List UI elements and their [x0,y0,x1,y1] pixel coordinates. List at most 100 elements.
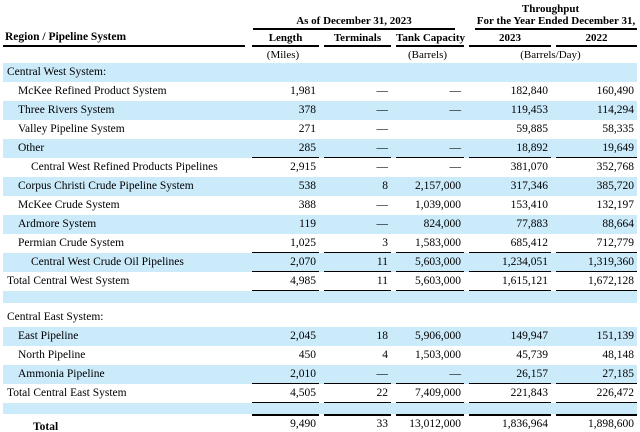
cell-value: 48,148 [602,349,634,361]
table-row: Valley Pipeline System 271 — 59,885 58,335 [3,120,637,139]
row-label: Other [18,142,45,154]
cell-value: 18,892 [469,139,551,158]
spacer-row [3,403,637,414]
cell-value: 1,583,000 [396,234,464,253]
cell-value: 5,603,000 [396,253,464,272]
cell-value: — [376,85,389,97]
row-label: Central West Refined Products Pipelines [31,161,218,173]
row-label: McKee Refined Product System [18,85,167,97]
table-row: East Pipeline 2,045 18 5,906,000 149,947 151,… [3,327,637,346]
table-row: Total Central West System 4,985 11 5,603,00… [3,272,637,291]
table-row: McKee Crude System 388 — 1,039,000 153,410 13… [3,196,637,215]
cell-value: 538 [298,180,316,192]
cell-value: 27,185 [556,365,637,384]
header-row-groups: As of December 31, 2023 For the Year End… [3,15,637,30]
cell-value: — [449,161,462,173]
barrels-unit-label: (Barrels) [407,49,448,61]
section-header-row: Central West System: [3,63,637,82]
table-row: Ardmore System 119 — 824,000 77,883 88,664 [3,215,637,234]
throughput-title: Throughput [521,3,580,15]
spacer-row [3,291,637,303]
cell-value: 1,234,051 [469,253,551,272]
cell-value: 119 [299,218,316,230]
cell-value: 4,985 [252,272,319,291]
cell-value: 160,490 [596,85,634,97]
pipeline-statistics-table: Throughput As of December 31, 2023 For t… [3,1,637,432]
table-row: Corpus Christi Crude Pipeline System 538 8… [3,177,637,196]
row-label: Ardmore System [18,218,97,230]
table-row: Other 285 — — 18,892 19,649 [3,139,637,158]
row-label: Valley Pipeline System [18,123,125,135]
table-row: Total Central East System 4,505 22 7,409,00… [3,384,637,403]
cell-value: 1,672,128 [556,272,637,291]
row-label: Total Central East System [7,387,127,399]
cell-value: — [324,139,391,158]
cell-value: 59,885 [516,123,548,135]
section-label: Central East System: [7,311,104,323]
cell-value: 712,779 [556,234,637,253]
cell-value: — [324,365,391,384]
cell-value: 8 [382,180,388,192]
cell-value: 151,139 [596,330,634,342]
length-column-header: Length [252,31,319,47]
cell-value: — [376,104,389,116]
cell-value: 18 [376,330,389,342]
cell-value: — [376,123,389,135]
header-row-columns: Region / Pipeline System Length Terminal… [3,30,637,47]
cell-value: 824,000 [423,218,461,230]
year-2023-column-header: 2023 [469,31,551,47]
cell-value: 226,472 [556,384,637,403]
cell-value: 149,947 [510,330,548,342]
period-header: For the Year Ended December 31, [475,15,637,30]
table-row: Total 9,490 33 13,012,000 1,836,964 1,898,600 [3,414,637,432]
row-label: North Pipeline [18,349,86,361]
terminals-column-header: Terminals [324,31,391,47]
cell-value: 5,906,000 [415,330,461,342]
cell-value: 388 [298,199,316,211]
row-label: McKee Crude System [18,199,120,211]
table-row: Three Rivers System 378 — — 119,453 114,294 [3,101,637,120]
cell-value: — [376,199,389,211]
cell-value: 1,503,000 [415,349,461,361]
cell-value: 450 [298,349,316,361]
cell-value: 1,319,360 [556,253,637,272]
cell-value: 1,025 [252,234,319,253]
table-row: Central West Crude Oil Pipelines 2,070 11 5… [3,253,637,272]
cell-value: 1,615,121 [469,272,551,291]
cell-value: 271 [298,123,316,135]
header-row-throughput: Throughput [3,1,637,15]
cell-value: 2,157,000 [415,180,461,192]
cell-value: 26,157 [469,365,551,384]
cell-value: 33 [324,414,391,432]
table-row: McKee Refined Product System 1,981 — — 182,8… [3,82,637,101]
cell-value: 153,410 [510,199,548,211]
miles-unit-label: (Miles) [266,49,300,61]
cell-value: 2,045 [290,330,316,342]
row-label: Total [33,421,59,432]
cell-value: — [396,139,464,158]
cell-value: 2,915 [290,161,316,173]
row-label: Corpus Christi Crude Pipeline System [18,180,194,192]
cell-value: 317,346 [510,180,548,192]
cell-value: 221,843 [469,384,551,403]
cell-value: 4,505 [252,384,319,403]
cell-value: 58,335 [602,123,634,135]
cell-value: 1,898,600 [556,414,637,432]
cell-value: 132,197 [596,199,634,211]
table-row: Ammonia Pipeline 2,010 — — 26,157 27,185 [3,365,637,384]
cell-value: 285 [252,139,319,158]
cell-value: — [376,161,389,173]
cell-value: 119,453 [511,104,548,116]
barrels-per-day-unit-label: (Barrels/Day) [520,49,581,61]
cell-value: 114,294 [597,104,634,116]
cell-value: 88,664 [602,218,634,230]
cell-value: 352,768 [596,161,634,173]
cell-value: 378 [298,104,316,116]
cell-value: 3 [324,234,391,253]
cell-value: 2,070 [252,253,319,272]
cell-value: — [449,85,462,97]
header-row-units: (Miles) (Barrels) (Barrels/Day) [3,47,637,63]
as-of-date-header: As of December 31, 2023 [253,15,455,30]
cell-value: 4 [382,349,388,361]
year-2022-column-header: 2022 [556,31,637,47]
